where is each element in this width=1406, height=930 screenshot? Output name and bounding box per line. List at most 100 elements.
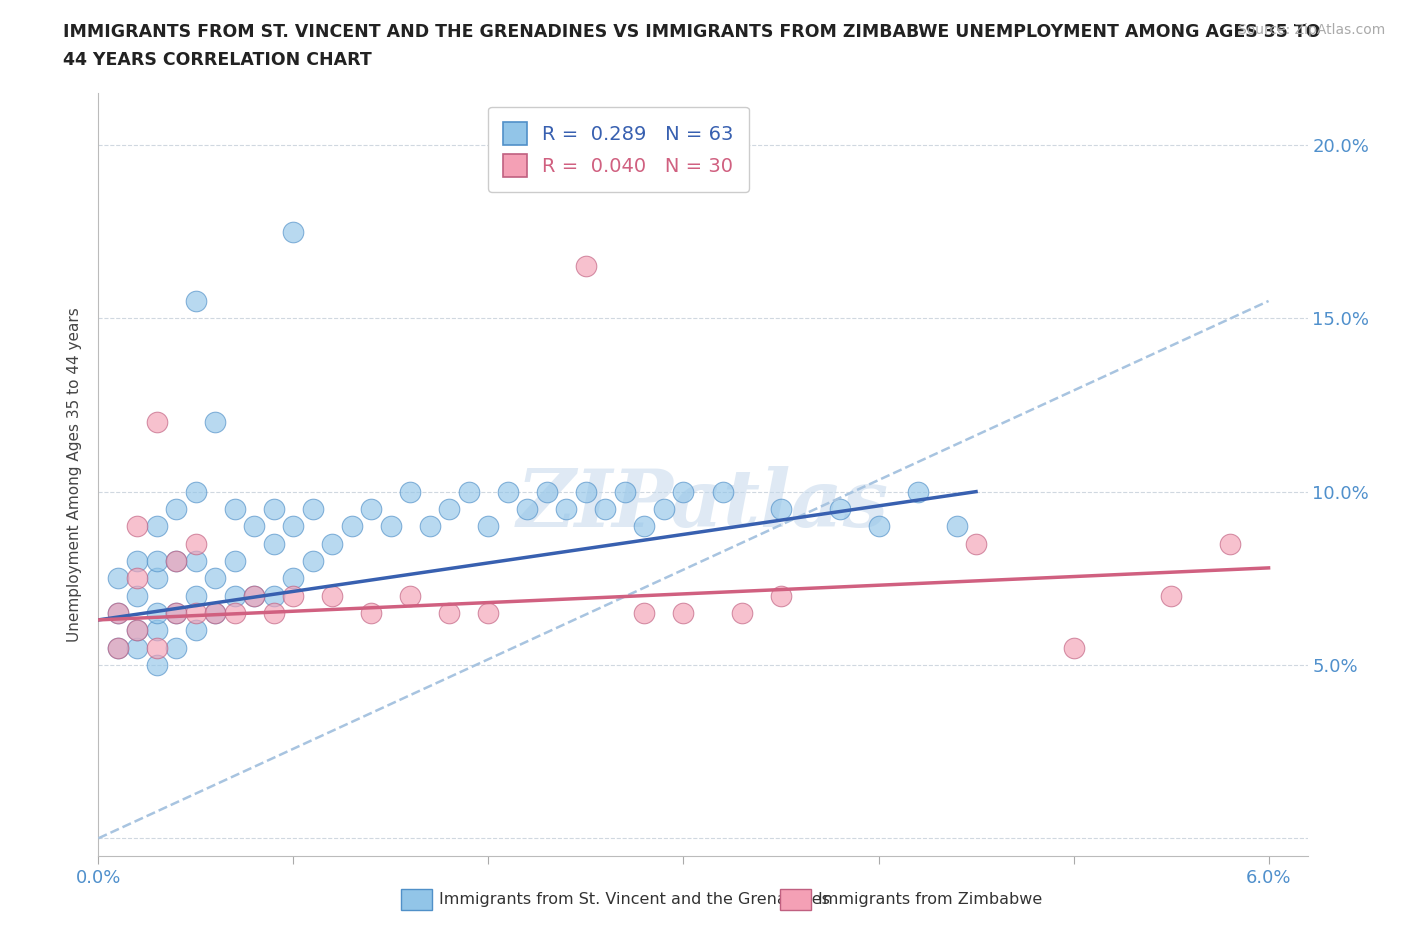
Point	[224, 553, 246, 568]
Point	[1160, 588, 1182, 603]
Point	[419, 519, 441, 534]
Point	[516, 501, 538, 516]
Point	[399, 588, 422, 603]
Point	[360, 501, 382, 516]
Point	[965, 537, 987, 551]
Point	[263, 501, 285, 516]
Point	[614, 485, 637, 499]
Point	[165, 605, 187, 620]
Text: Immigrants from Zimbabwe: Immigrants from Zimbabwe	[818, 892, 1042, 907]
Text: 44 YEARS CORRELATION CHART: 44 YEARS CORRELATION CHART	[63, 51, 373, 69]
Point	[263, 588, 285, 603]
Point	[458, 485, 481, 499]
Point	[146, 553, 169, 568]
Point	[127, 623, 149, 638]
Point	[263, 605, 285, 620]
Point	[672, 485, 695, 499]
Point	[243, 588, 266, 603]
Point	[828, 501, 851, 516]
Point	[633, 605, 655, 620]
Point	[107, 571, 129, 586]
Point	[672, 605, 695, 620]
Point	[302, 553, 325, 568]
Point	[477, 519, 499, 534]
Point	[127, 571, 149, 586]
Point	[184, 537, 207, 551]
Point	[399, 485, 422, 499]
Point	[146, 571, 169, 586]
Point	[146, 658, 169, 672]
Point	[107, 640, 129, 655]
Point	[868, 519, 890, 534]
Point	[360, 605, 382, 620]
Point	[1219, 537, 1241, 551]
Text: Immigrants from St. Vincent and the Grenadines: Immigrants from St. Vincent and the Gren…	[439, 892, 830, 907]
Point	[380, 519, 402, 534]
Point	[146, 623, 169, 638]
Point	[907, 485, 929, 499]
Point	[224, 588, 246, 603]
Point	[283, 224, 305, 239]
Point	[107, 640, 129, 655]
Text: ZIPatlas: ZIPatlas	[517, 466, 889, 543]
Point	[633, 519, 655, 534]
Point	[439, 605, 461, 620]
Point	[477, 605, 499, 620]
Point	[769, 588, 792, 603]
Point	[263, 537, 285, 551]
Point	[184, 605, 207, 620]
Point	[302, 501, 325, 516]
Text: IMMIGRANTS FROM ST. VINCENT AND THE GRENADINES VS IMMIGRANTS FROM ZIMBABWE UNEMP: IMMIGRANTS FROM ST. VINCENT AND THE GREN…	[63, 23, 1320, 41]
Point	[184, 588, 207, 603]
Point	[184, 553, 207, 568]
Point	[184, 485, 207, 499]
Point	[165, 553, 187, 568]
Point	[555, 501, 578, 516]
Point	[439, 501, 461, 516]
Legend: R =  0.289   N = 63, R =  0.040   N = 30: R = 0.289 N = 63, R = 0.040 N = 30	[488, 107, 749, 193]
Point	[711, 485, 734, 499]
Point	[127, 640, 149, 655]
Point	[243, 588, 266, 603]
Point	[224, 605, 246, 620]
Text: Source: ZipAtlas.com: Source: ZipAtlas.com	[1237, 23, 1385, 37]
Point	[595, 501, 617, 516]
Point	[575, 485, 598, 499]
Point	[127, 519, 149, 534]
Y-axis label: Unemployment Among Ages 35 to 44 years: Unemployment Among Ages 35 to 44 years	[67, 307, 83, 642]
Point	[146, 605, 169, 620]
Point	[769, 501, 792, 516]
Point	[165, 605, 187, 620]
Point	[146, 415, 169, 430]
Point	[283, 571, 305, 586]
Point	[146, 640, 169, 655]
Point	[127, 553, 149, 568]
Point	[496, 485, 519, 499]
Point	[575, 259, 598, 273]
Point	[204, 605, 226, 620]
Point	[283, 519, 305, 534]
Point	[127, 588, 149, 603]
Point	[224, 501, 246, 516]
Point	[184, 623, 207, 638]
Point	[321, 588, 343, 603]
Point	[1063, 640, 1085, 655]
Point	[283, 588, 305, 603]
Point	[204, 605, 226, 620]
Point	[107, 605, 129, 620]
Point	[321, 537, 343, 551]
Point	[107, 605, 129, 620]
Point	[652, 501, 675, 516]
Point	[731, 605, 754, 620]
Point	[146, 519, 169, 534]
Point	[165, 640, 187, 655]
Point	[945, 519, 967, 534]
Point	[204, 415, 226, 430]
Point	[165, 501, 187, 516]
Point	[340, 519, 363, 534]
Point	[243, 519, 266, 534]
Point	[165, 553, 187, 568]
Point	[184, 294, 207, 309]
Point	[127, 623, 149, 638]
Point	[536, 485, 558, 499]
